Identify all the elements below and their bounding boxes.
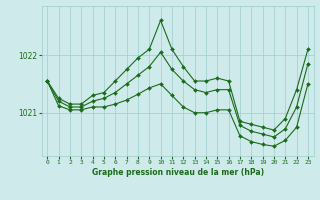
X-axis label: Graphe pression niveau de la mer (hPa): Graphe pression niveau de la mer (hPa) (92, 168, 264, 177)
